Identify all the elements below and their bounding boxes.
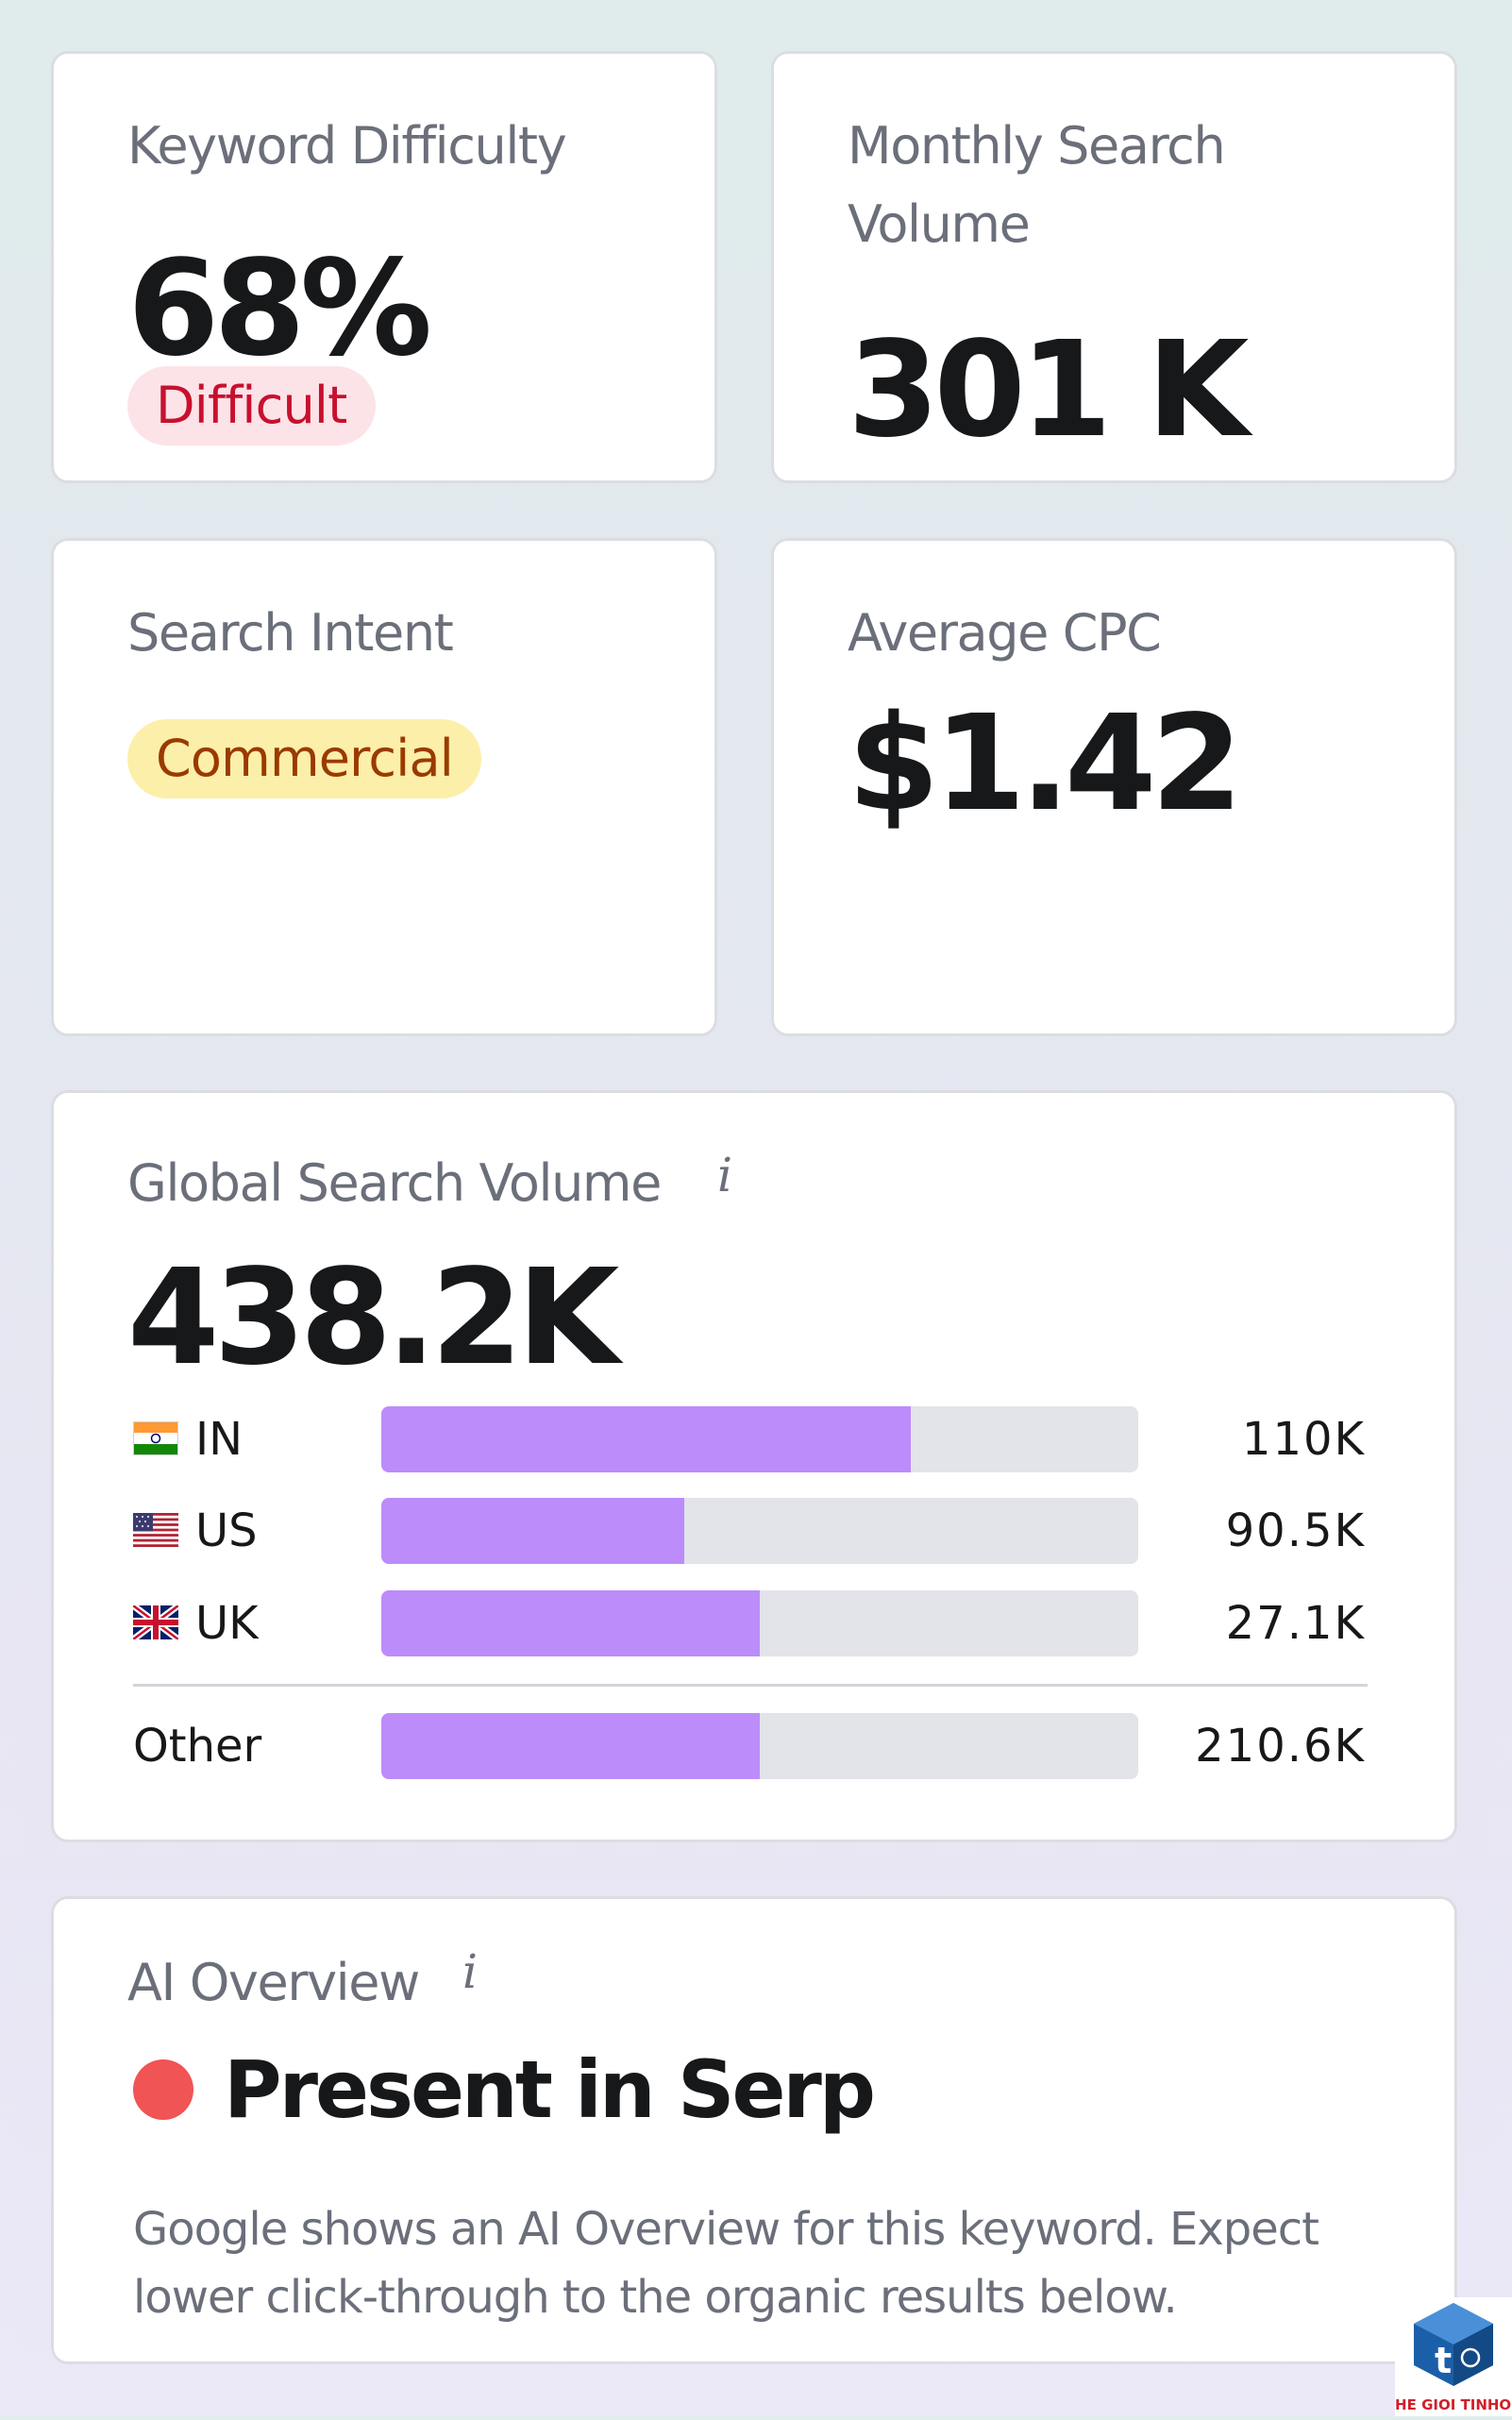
volume-bar-track bbox=[381, 1590, 1138, 1656]
volume-bar-track bbox=[381, 1406, 1138, 1472]
volume-bar-fill bbox=[381, 1713, 760, 1779]
country-row-in: IN 110K bbox=[54, 1406, 1454, 1472]
keyword-difficulty-value: 68% bbox=[127, 232, 432, 386]
monthly-search-volume-card: Monthly Search Volume 301 K bbox=[771, 51, 1457, 483]
country-volume-value: 110K bbox=[1241, 1413, 1366, 1466]
global-search-volume-label: Global Search Volume bbox=[127, 1153, 662, 1213]
country-row-other: Other 210.6K bbox=[54, 1713, 1454, 1779]
monthly-search-volume-value: 301 K bbox=[848, 313, 1249, 467]
uk-flag-icon bbox=[133, 1605, 178, 1639]
info-icon[interactable]: i bbox=[462, 1944, 478, 1999]
keyword-difficulty-label: Keyword Difficulty bbox=[127, 116, 567, 176]
global-search-volume-value: 438.2K bbox=[127, 1241, 619, 1395]
volume-bar-fill bbox=[381, 1406, 912, 1472]
india-flag-icon bbox=[133, 1421, 178, 1455]
average-cpc-card: Average CPC $1.42 bbox=[771, 538, 1457, 1036]
country-label: IN bbox=[195, 1413, 244, 1466]
country-volume-value: 27.1K bbox=[1225, 1597, 1366, 1650]
country-label: US bbox=[195, 1504, 258, 1557]
monthly-search-volume-label-line2: Volume bbox=[848, 194, 1031, 254]
volume-bar-track bbox=[381, 1498, 1138, 1564]
ai-overview-label: AI Overview bbox=[127, 1953, 420, 2012]
ai-overview-card: AI Overview i Present in Serp Google sho… bbox=[51, 1896, 1457, 2364]
country-row-uk: UK 27.1K bbox=[54, 1590, 1454, 1656]
watermark-text: THE GIOI TINHOC bbox=[1395, 2396, 1512, 2413]
volume-bar-fill bbox=[381, 1498, 684, 1564]
keyword-difficulty-card: Keyword Difficulty 68% Difficult bbox=[51, 51, 717, 483]
info-icon[interactable]: i bbox=[717, 1148, 732, 1202]
other-volume-value: 210.6K bbox=[1195, 1720, 1366, 1773]
country-label: UK bbox=[195, 1597, 259, 1650]
country-volume-value: 90.5K bbox=[1225, 1504, 1366, 1557]
usa-flag-icon bbox=[133, 1513, 178, 1547]
volume-bar-fill bbox=[381, 1590, 760, 1656]
difficulty-badge: Difficult bbox=[127, 366, 376, 445]
cube-logo-icon: t THE GIOI TINHOC bbox=[1386, 2303, 1512, 2413]
logo-letter: t bbox=[1435, 2340, 1452, 2381]
ai-overview-description: Google shows an AI Overview for this key… bbox=[133, 2203, 1319, 2324]
status-indicator-dot bbox=[133, 2059, 193, 2120]
global-search-volume-card: Global Search Volume i 438.2K IN 110K bbox=[51, 1090, 1457, 1842]
average-cpc-label: Average CPC bbox=[848, 603, 1162, 663]
average-cpc-value: $1.42 bbox=[848, 687, 1243, 841]
search-intent-card: Search Intent Commercial bbox=[51, 538, 717, 1036]
volume-bar-track bbox=[381, 1713, 1138, 1779]
country-label-other: Other bbox=[133, 1720, 262, 1773]
country-row-us: US 90.5K bbox=[54, 1498, 1454, 1564]
search-intent-label: Search Intent bbox=[127, 603, 454, 663]
divider bbox=[133, 1684, 1368, 1687]
ai-overview-status: Present in Serp bbox=[224, 2043, 876, 2136]
search-intent-badge: Commercial bbox=[127, 719, 481, 798]
watermark-logo: t THE GIOI TINHOC bbox=[1386, 2297, 1512, 2416]
monthly-search-volume-label-line1: Monthly Search bbox=[848, 116, 1226, 176]
